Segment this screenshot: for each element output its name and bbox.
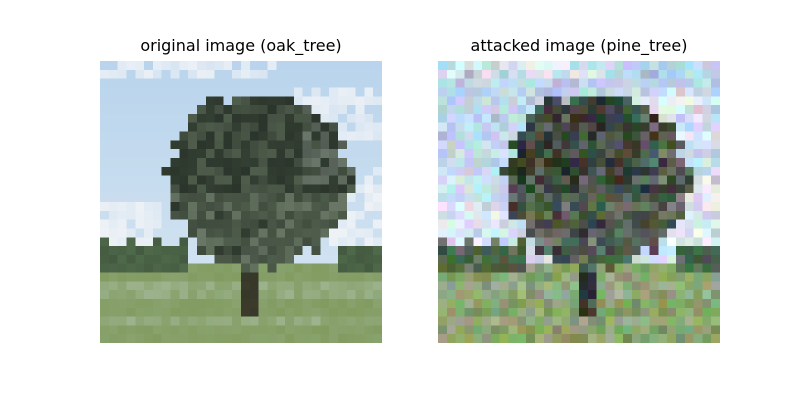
attacked-image-title: attacked image (pine_tree) xyxy=(470,36,688,55)
attacked-image-pixels xyxy=(438,61,720,343)
original-image-title: original image (oak_tree) xyxy=(140,36,342,55)
original-image xyxy=(100,61,382,343)
original-image-pixels xyxy=(100,61,382,343)
attacked-image xyxy=(438,61,720,343)
